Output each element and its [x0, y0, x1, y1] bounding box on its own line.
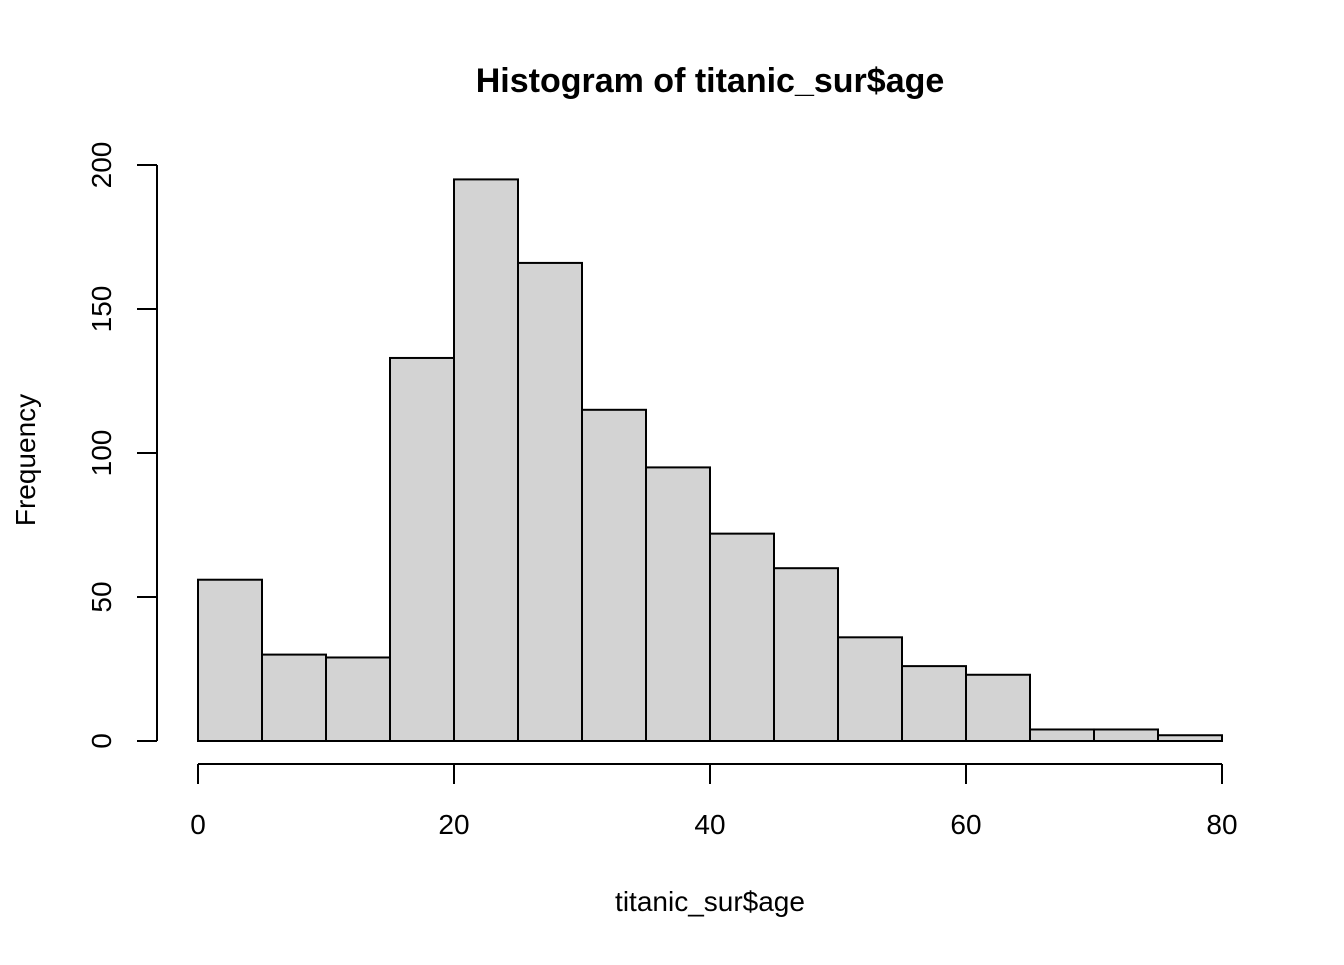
- x-tick-label-0: 0: [190, 809, 206, 840]
- histogram-bar-30-35: [581, 408, 647, 742]
- y-tick-label-150: 150: [86, 286, 117, 333]
- x-tick-label-80: 80: [1206, 809, 1237, 840]
- y-tick-label-200: 200: [86, 142, 117, 189]
- y-axis: 0 50 100 150 200: [86, 142, 158, 749]
- histogram-bar-60-65: [965, 673, 1031, 743]
- histogram-bar-65-70: [1029, 728, 1095, 742]
- x-axis-label: titanic_sur$age: [615, 886, 805, 917]
- histogram-bar-45-50: [773, 567, 839, 743]
- x-tick-label-40: 40: [694, 809, 725, 840]
- histogram-bar-25-30: [517, 261, 583, 742]
- x-axis: 0 20 40 60 80: [190, 763, 1238, 840]
- histogram-bar-10-15: [325, 656, 391, 742]
- x-tick-label-20: 20: [438, 809, 469, 840]
- histogram-bar-55-60: [901, 665, 967, 742]
- y-axis-label: Frequency: [10, 394, 41, 526]
- histogram-bar-50-55: [837, 636, 903, 743]
- histogram-bar-35-40: [645, 466, 711, 742]
- histogram-bar-75-80: [1157, 734, 1223, 742]
- histogram-bar-40-45: [709, 532, 775, 743]
- x-tick-label-60: 60: [950, 809, 981, 840]
- y-tick-label-0: 0: [86, 733, 117, 749]
- histogram-bar-0-5: [197, 578, 263, 742]
- bars-group: [197, 178, 1223, 743]
- histogram-bar-20-25: [453, 178, 519, 742]
- histogram-bar-70-75: [1093, 728, 1159, 742]
- chart-title: Histogram of titanic_sur$age: [476, 62, 945, 100]
- histogram-bar-15-20: [389, 356, 455, 742]
- y-tick-label-50: 50: [86, 581, 117, 612]
- y-tick-label-100: 100: [86, 430, 117, 477]
- histogram-bar-5-10: [261, 653, 327, 742]
